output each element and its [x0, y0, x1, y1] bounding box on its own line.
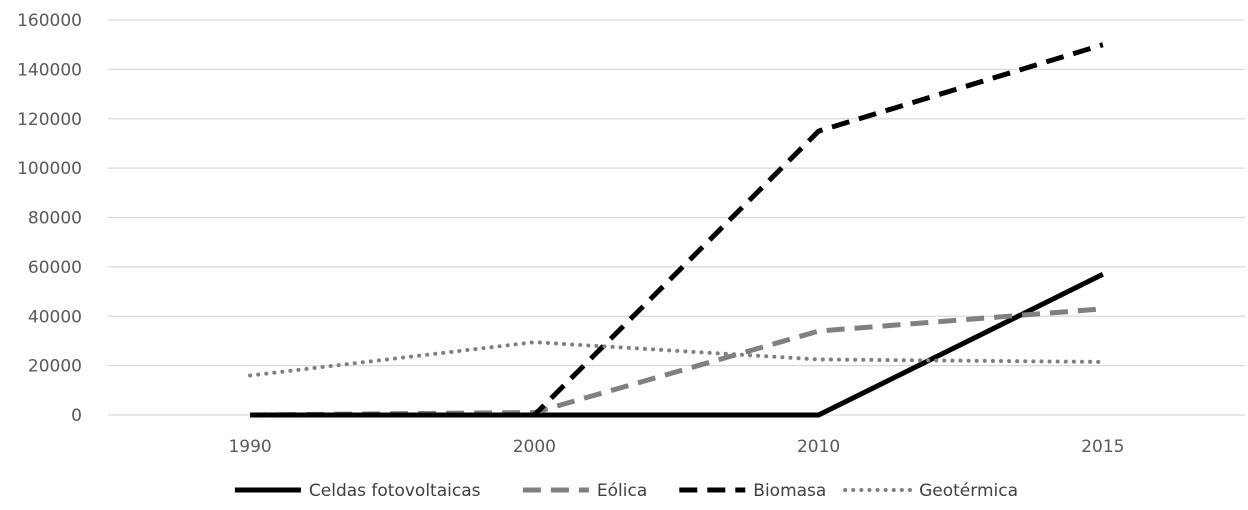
y-tick-label: 120000: [17, 110, 82, 130]
legend-label: Celdas fotovoltaicas: [309, 481, 481, 501]
series-lines: [248, 42, 1105, 418]
y-tick-label: 60000: [28, 258, 82, 278]
legend-label: Biomasa: [753, 481, 826, 501]
x-axis: 1990 2000 2010 2015: [228, 437, 1124, 457]
y-tick-label: 40000: [28, 307, 82, 327]
legend-label: Geotérmica: [919, 481, 1018, 501]
y-tick-label: 0: [71, 406, 82, 426]
legend: Celdas fotovoltaicas Eólica Biomasa Geotérm…: [234, 481, 1018, 501]
legend-item: Eólica: [522, 481, 647, 501]
y-tick-label: 100000: [17, 159, 82, 179]
x-tick-label: 2000: [513, 437, 556, 457]
y-tick-label: 80000: [28, 209, 82, 229]
y-axis: 0 20000 40000 60000 80000 100000 120000 140000 1…: [17, 11, 82, 426]
series-line-2: [250, 42, 1104, 418]
y-tick-label: 160000: [17, 11, 82, 31]
x-tick-label: 2010: [797, 437, 840, 457]
x-tick-label: 2015: [1081, 437, 1124, 457]
x-tick-label: 1990: [228, 437, 271, 457]
gridlines: [108, 19, 1245, 416]
series-line-3: [248, 340, 1105, 378]
legend-label: Eólica: [597, 481, 647, 501]
y-tick-label: 20000: [28, 357, 82, 377]
y-tick-label: 140000: [17, 60, 82, 80]
series-line-0: [250, 272, 1104, 418]
legend-item: Celdas fotovoltaicas: [234, 481, 481, 501]
legend-item: Biomasa: [679, 481, 826, 501]
legend-item: Geotérmica: [843, 481, 1018, 501]
